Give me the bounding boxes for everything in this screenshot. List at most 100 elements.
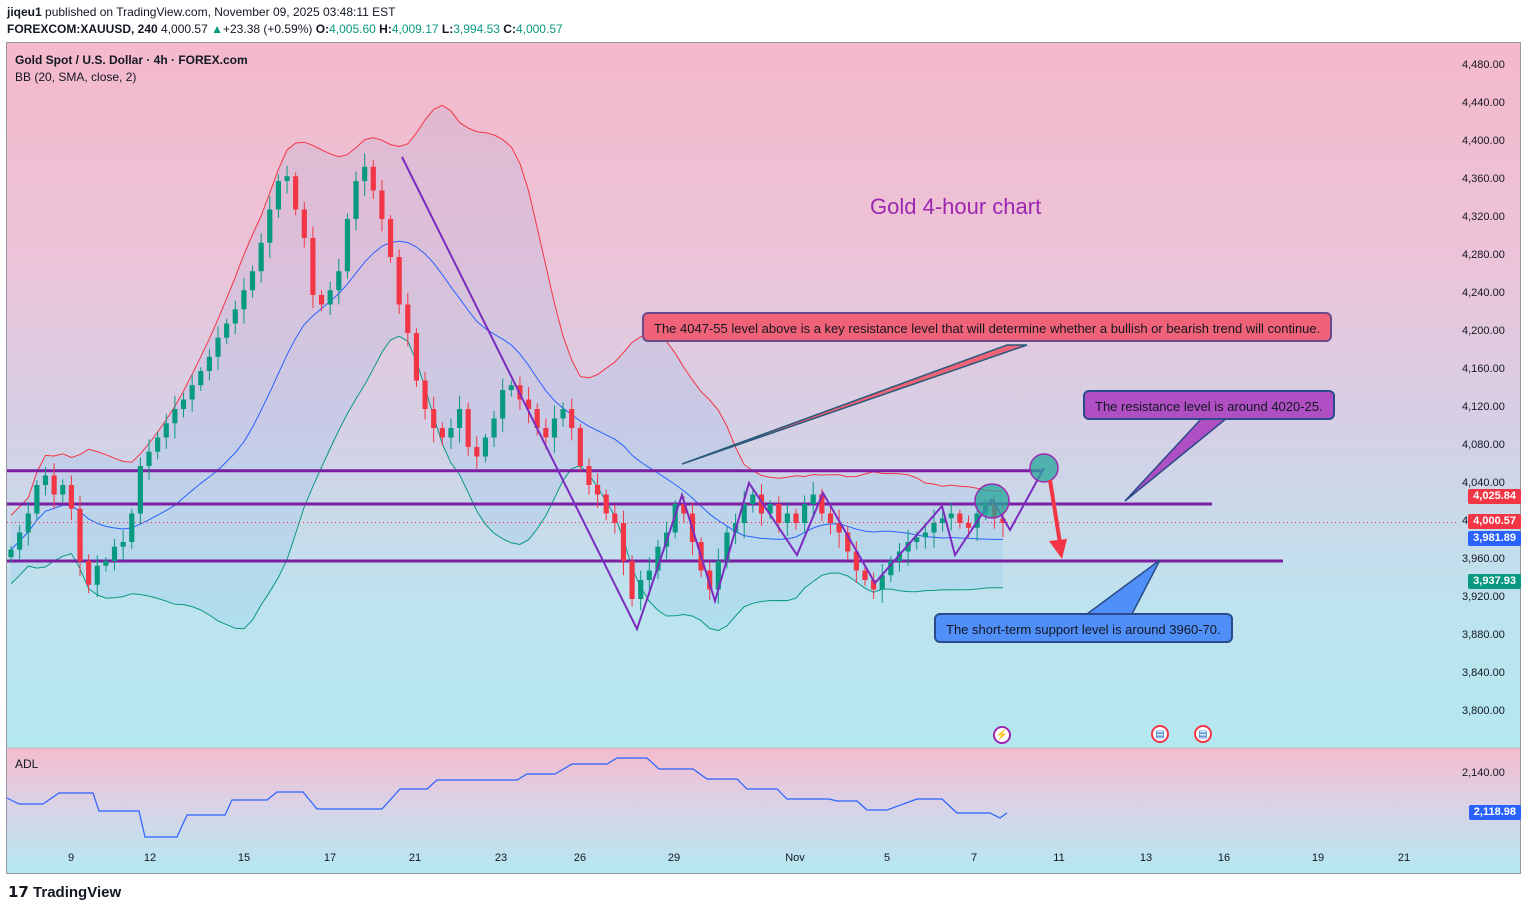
candle-body [206,356,212,371]
candle-body [491,418,497,438]
candle-body [724,532,730,561]
time-tick-label: 5 [883,852,891,864]
candle-body [474,447,480,457]
time-tick-label: 15 [237,852,251,864]
candle-body [810,494,816,504]
candle-body [163,423,169,438]
candle-body [560,409,566,419]
key-resistance-pointer [681,344,1028,465]
lightning-icon[interactable]: ⚡ [993,726,1011,744]
candle-body [525,399,532,409]
time-tick-label: 26 [573,852,587,864]
price-tick-label: 4,160.00 [1462,363,1505,375]
bb-upper-line [10,104,1003,516]
candle-body [465,409,471,447]
instrument-legend: Gold Spot / U.S. Dollar · 4h · FOREX.com [15,53,248,67]
candle-body [853,551,859,571]
adl-y-tick: 2,140.00 [1462,767,1505,779]
candle-body [387,219,394,257]
ohlc-line: FOREXCOM:XAUUSD, 240 4,000.57 ▲+23.38 (+… [7,22,563,36]
candle-body [293,176,299,210]
us-flag-icon[interactable]: ▤ [1151,725,1169,743]
price-tick-label: 3,800.00 [1462,705,1505,717]
bb-lower-line [10,335,1003,632]
candle-body [758,494,765,514]
tradingview-logo[interactable]: 𝟭𝟳 TradingView [8,884,122,901]
candle-body [741,504,747,523]
candle-body [456,409,463,428]
candle-body [146,451,152,466]
time-tick-label: 29 [667,852,681,864]
candle-body [888,561,894,576]
candle-body [51,475,57,495]
candle-body [353,181,359,219]
candle-body [379,190,385,219]
time-tick-label: 16 [1217,852,1231,864]
time-tick-label: 11 [1053,852,1065,864]
adl-pane-background [7,748,1520,873]
bb-legend[interactable]: BB (20, SMA, close, 2) [15,70,137,84]
last-value: 4,000.57 [161,22,208,36]
resistance-circle-marker [974,483,1010,519]
support-callout[interactable]: The short-term support level is around 3… [934,613,1233,643]
candle-body [508,385,514,390]
chart-title-annotation: Gold 4-hour chart [870,194,1042,219]
candle-body [422,380,428,409]
candle-body [940,518,946,523]
price-tick-label: 4,440.00 [1462,97,1505,109]
candle-body [258,242,264,272]
price-tick-label: 4,280.00 [1462,249,1505,261]
time-tick-label: 17 [323,852,337,864]
candle-body [129,513,135,542]
down-arrow-shaft [1048,479,1062,544]
down-arrow-head [1049,539,1067,559]
candle-body [638,580,644,599]
candle-body [310,238,316,295]
chart-frame[interactable] [6,42,1521,874]
candle-body [267,209,273,243]
candle-body [241,290,247,310]
adl-legend[interactable]: ADL [15,757,39,771]
candle-body [396,257,402,305]
candle-body [802,504,808,523]
key-resistance-callout[interactable]: The 4047-55 level above is a key resista… [642,312,1333,342]
adl-value-badge: 2,118.98 [1468,805,1521,820]
candle-body [715,561,721,590]
time-tick-label: 9 [67,852,75,864]
candle-body [707,570,713,590]
candle-body [948,513,954,519]
candle-body [845,532,851,552]
candle-body [86,561,92,585]
candle-body [215,337,221,357]
candle-body [34,485,40,514]
resistance-callout[interactable]: The resistance level is around 4020-25. [1083,390,1335,420]
candle-body [612,513,618,523]
candle-body [594,485,601,495]
publisher-line: jiqeu1 published on TradingView.com, Nov… [7,5,396,19]
candle-body [224,323,230,338]
us-flag-icon[interactable]: ▤ [1194,725,1212,743]
time-tick-label: Nov [785,852,805,864]
change-arrow: ▲ [211,22,223,36]
change-value: +23.38 (+0.59%) [223,22,313,36]
candle-body [439,428,445,438]
price-tick-label: 3,880.00 [1462,629,1505,641]
candle-body [793,513,799,523]
resistance-pointer [1124,417,1230,502]
candle-body [965,523,972,528]
candle-body [370,166,376,191]
price-tick-label: 4,320.00 [1462,211,1505,223]
candle-body [120,542,126,547]
candle-body [344,219,351,272]
chart-canvas[interactable] [7,43,1521,874]
bb-basis-badge: 3,981.89 [1468,531,1521,546]
candle-body [60,485,66,495]
price-tick-label: 4,480.00 [1462,59,1505,71]
candle-body [42,475,49,485]
candle-body [586,466,592,485]
time-tick-label: 21 [1397,852,1411,864]
time-tick-label: 13 [1139,852,1153,864]
candle-body [750,494,756,504]
candle-body [155,437,161,452]
price-tick-label: 4,200.00 [1462,325,1505,337]
